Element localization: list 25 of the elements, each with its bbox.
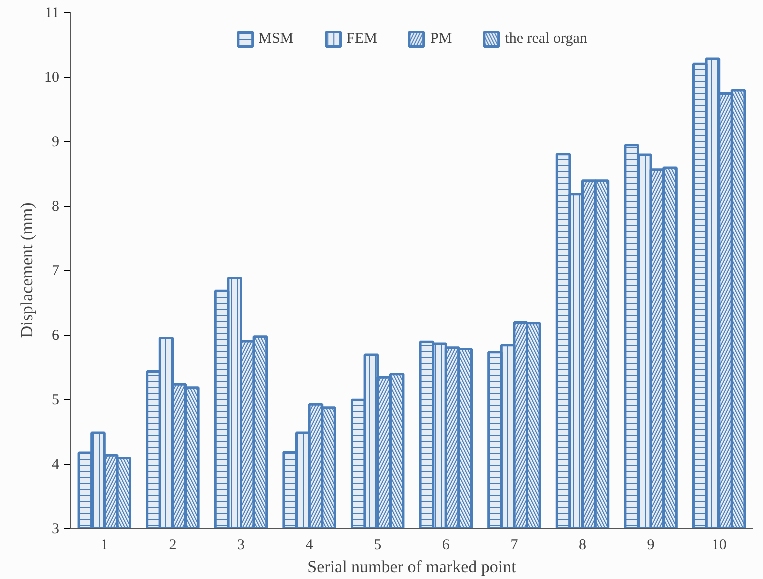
x-tick-label: 4 xyxy=(306,538,314,554)
x-axis-title: Serial number of marked point xyxy=(308,558,517,576)
legend-label: MSM xyxy=(258,30,294,48)
y-tick-label: 11 xyxy=(45,6,60,22)
y-tick-label: 4 xyxy=(52,457,60,473)
y-tick-label: 8 xyxy=(52,199,60,215)
x-tick-label: 3 xyxy=(238,538,245,554)
legend-label: FEM xyxy=(346,30,378,48)
x-tick-label: 5 xyxy=(374,538,382,554)
y-tick-label: 5 xyxy=(52,392,60,408)
x-tick-label: 7 xyxy=(510,538,519,554)
legend-label: PM xyxy=(430,30,452,48)
y-tick-label: 6 xyxy=(52,328,60,344)
y-tick-label: 10 xyxy=(44,70,60,86)
y-axis-title: Displacement (mm) xyxy=(18,202,36,338)
y-tick-label: 7 xyxy=(52,264,60,280)
x-tick-label: 1 xyxy=(100,538,108,554)
x-tick-label: 9 xyxy=(647,538,655,554)
x-tick-label: 2 xyxy=(169,538,177,554)
x-tick-label: 6 xyxy=(442,538,450,554)
x-tick-label: 8 xyxy=(579,538,586,554)
legend-label: the real organ xyxy=(505,30,588,48)
x-tick-label: 10 xyxy=(712,538,727,554)
y-tick-label: 9 xyxy=(52,134,60,150)
y-tick-label: 3 xyxy=(52,522,60,538)
